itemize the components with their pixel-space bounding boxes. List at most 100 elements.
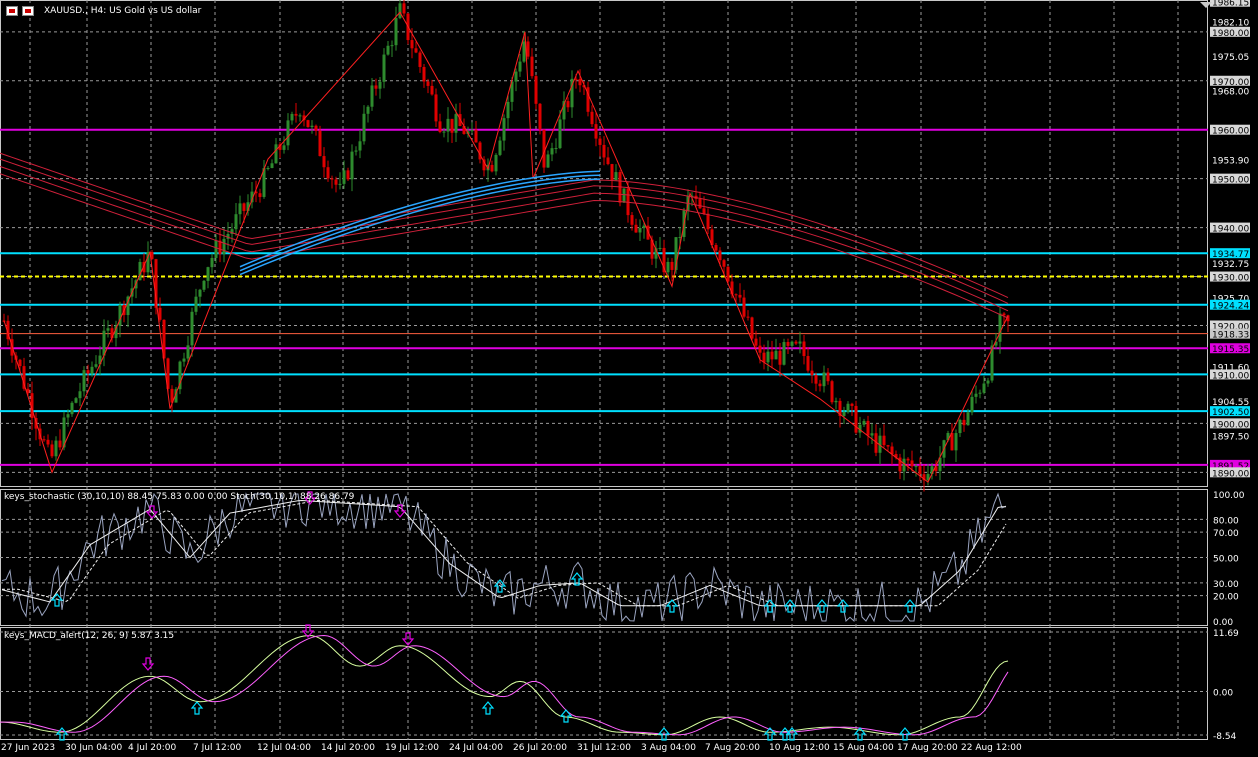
price-axis-tag [1210,26,1250,37]
candle-body [670,261,674,270]
candle-body [778,350,782,365]
candle-body [42,439,46,441]
candle-body [454,114,458,133]
candle-body [74,398,78,403]
candle-body [606,157,610,165]
stoch-buy-arrow-icon [763,599,777,613]
candle-body [146,252,150,273]
candle-body [646,225,650,240]
candle-body [826,372,830,382]
candle-body [726,266,730,282]
candle-body [698,198,702,209]
candle-body [810,370,814,376]
candle-body [922,474,926,481]
candle-body [462,126,466,134]
macd-buy-arrow-icon [763,727,777,741]
candle-body [850,403,854,406]
candle-body [730,281,734,295]
price-level-tag [1210,406,1250,417]
stoch-axis-label: 80.00 [1213,516,1239,526]
candle-body [150,252,154,260]
candle-body [442,131,446,133]
candle-body [234,214,238,230]
candle-body [378,81,382,89]
candle-body [186,345,190,359]
price-axis-label: 1932.75 [1212,260,1249,270]
candle-body [254,191,258,194]
candle-body [246,202,250,211]
symbol-flag-icon-2 [22,6,34,16]
candle-body [402,3,406,14]
candle-body [702,208,706,214]
candle-body [438,121,442,133]
candle-body [282,145,286,150]
candle-body [514,71,518,82]
candle-body [382,54,386,82]
price-axis-label: 1902.50 [1212,408,1249,418]
candle-body [166,358,170,389]
time-axis-label: 14 Jul 20:00 [321,743,375,753]
candle-body [794,341,798,344]
candle-body [870,433,874,436]
candle-body [506,101,510,119]
candle-body [138,261,142,281]
candle-body [622,188,626,203]
candle-body [574,78,578,80]
candle-body [94,364,98,367]
candle-body [798,341,802,344]
candle-body [898,457,902,472]
candle-body [678,237,682,239]
candle-body [790,341,794,346]
stoch-sell-arrow-icon [303,491,317,505]
candle-body [762,352,766,363]
candle-body [190,311,194,346]
candle-body [158,307,162,320]
stoch-axis-label: 20.00 [1213,593,1239,603]
stoch-buy-arrow-icon [903,599,917,613]
candle-body [818,383,822,387]
candle-body [498,140,502,155]
symbol-flag-icon [6,6,18,16]
macd-buy-arrow-icon [785,727,799,741]
price-axis-label: 1904.55 [1212,398,1249,408]
time-axis-label: 22 Aug 12:00 [961,743,1022,753]
price-axis-label: 1891.52 [1212,462,1249,472]
candle-body [526,41,530,57]
candle-body [570,78,574,108]
candle-body [430,85,434,95]
candle-body [806,356,810,371]
candle-body [490,164,494,172]
macd-buy-arrow-icon [898,727,912,741]
candle-body [142,261,146,273]
candle-body [50,444,54,457]
time-axis-label: 12 Jul 04:00 [257,743,311,753]
price-axis-label: 1980.00 [1212,29,1249,39]
price-axis-tag [1210,0,1250,7]
candle-body [510,81,514,102]
candle-body [270,163,274,169]
scroll-marker-icon[interactable] [1200,2,1212,8]
candle-body [814,375,818,384]
candle-body [202,280,206,290]
pane-border [0,627,1208,740]
candle-body [70,402,74,415]
candle-body [294,113,298,116]
price-axis-label: 1915.35 [1212,345,1249,355]
candle-body [306,120,310,127]
candle-body [326,167,330,179]
candle-body [162,319,166,359]
candle-body [398,3,402,19]
candle-body [422,66,426,82]
candle-body [18,359,22,367]
candle-body [194,296,198,312]
chart-title: XAUUSD., H4: US Gold vs US dollar [44,6,202,16]
candle-body [534,76,538,104]
candle-body [842,411,846,416]
price-axis-label: 1986.15 [1212,0,1249,9]
candle-body [126,296,130,316]
price-axis-label: 1934.77 [1212,250,1249,260]
candle-body [362,113,366,142]
candle-body [262,168,266,197]
